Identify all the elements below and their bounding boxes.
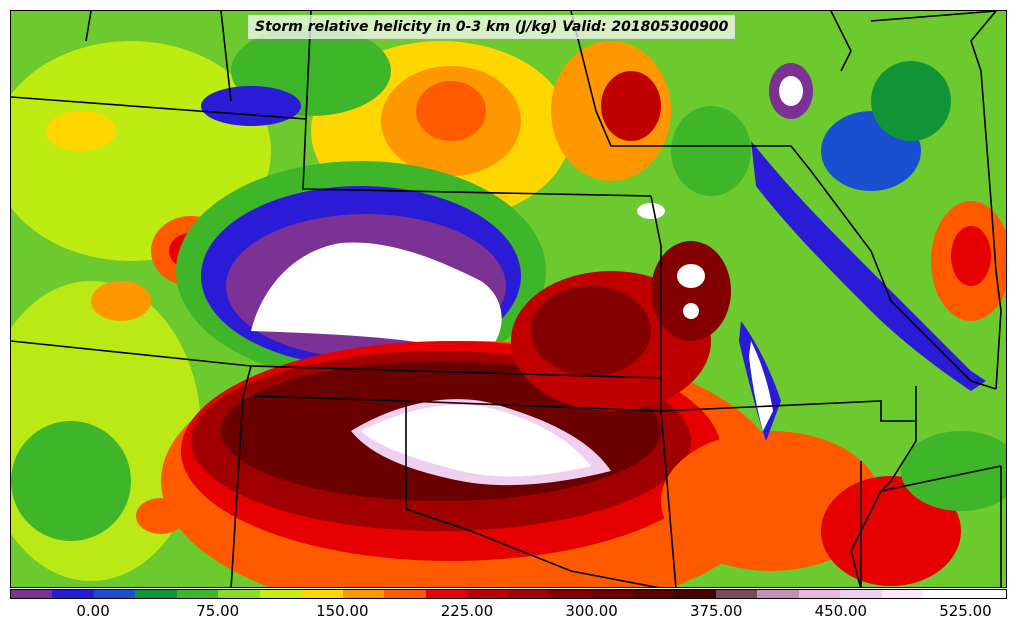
- colorbar-tick-label: 150.00: [316, 602, 369, 620]
- colorbar-segment: [922, 590, 965, 598]
- colorbar-segment: [798, 590, 841, 598]
- colorbar-segment: [674, 590, 716, 598]
- colorbar-segment: [757, 590, 799, 598]
- helicity-map: [11, 11, 1006, 587]
- colorbar-segment: [632, 590, 675, 598]
- colorbar-segment: [93, 590, 136, 598]
- colorbar-segment: [301, 590, 343, 598]
- colorbar-segment: [342, 590, 385, 598]
- colorbar-segment: [715, 590, 758, 598]
- colorbar-segment: [549, 590, 592, 598]
- colorbar: [10, 589, 1007, 599]
- colorbar-segment: [11, 590, 53, 598]
- colorbar-segment: [881, 590, 923, 598]
- colorbar-segment: [218, 590, 260, 598]
- colorbar-segment: [466, 590, 509, 598]
- colorbar-segment: [964, 590, 1006, 598]
- map-title: Storm relative helicity in 0-3 km (J/kg)…: [248, 15, 736, 39]
- colorbar-segment: [176, 590, 219, 598]
- colorbar-segment: [508, 590, 550, 598]
- colorbar-tick-label: 300.00: [565, 602, 618, 620]
- colorbar-segment: [591, 590, 633, 598]
- colorbar-segment: [259, 590, 302, 598]
- colorbar-segment: [840, 590, 882, 598]
- colorbar-tick-label: 225.00: [440, 602, 494, 620]
- colorbar-segment: [52, 590, 94, 598]
- colorbar-segment: [384, 590, 426, 598]
- colorbar-tick-label: 450.00: [814, 602, 868, 620]
- map-panel: [10, 10, 1007, 588]
- colorbar-tick-label: 525.00: [939, 602, 992, 620]
- colorbar-ticks: 0.00 75.00 150.00 225.00 300.00 375.00 450.00 5…: [10, 602, 1007, 624]
- colorbar-segment: [425, 590, 467, 598]
- state-borders: [11, 11, 1002, 587]
- colorbar-tick-label: 375.00: [689, 602, 743, 620]
- colorbar-tick-label: 0.00: [76, 602, 110, 620]
- colorbar-segment: [135, 590, 177, 598]
- colorbar-tick-label: 75.00: [196, 602, 240, 620]
